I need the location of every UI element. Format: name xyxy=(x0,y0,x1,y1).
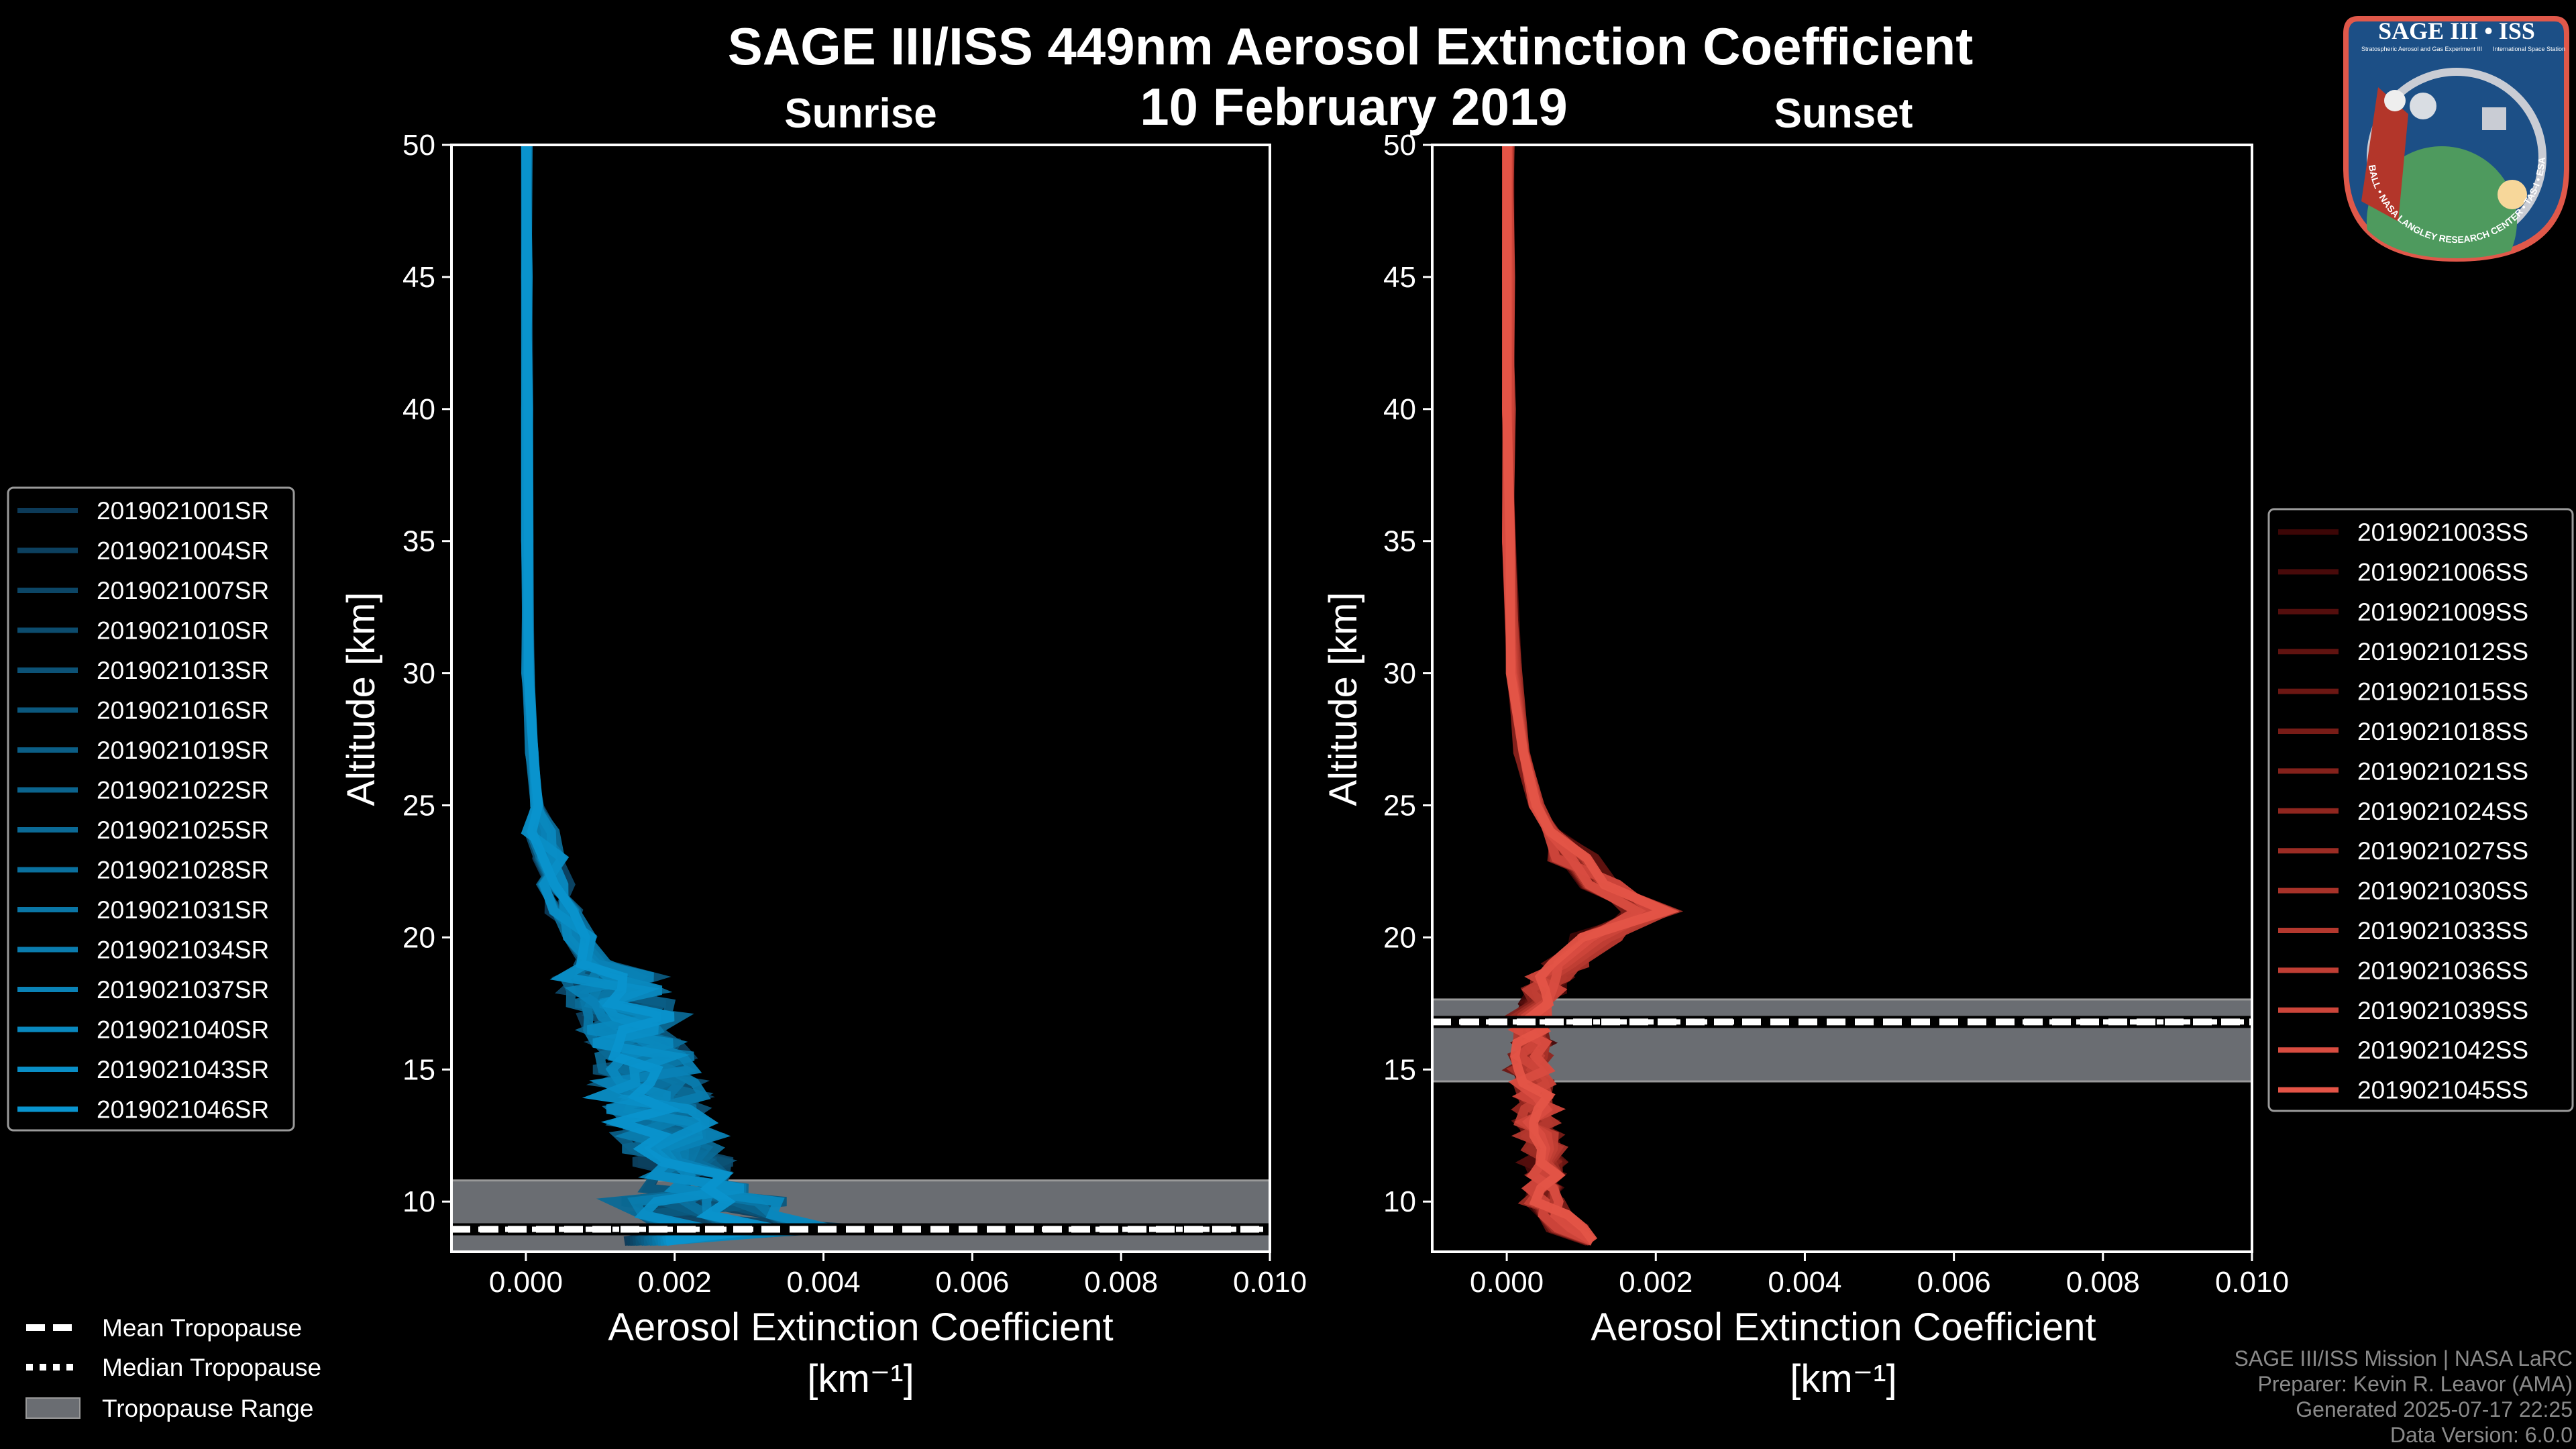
sunset-legend-label: 2019021042SS xyxy=(2357,1036,2528,1064)
sunrise-x-tick-label: 0.010 xyxy=(1233,1266,1307,1299)
sunset-legend-label: 2019021015SS xyxy=(2357,678,2528,706)
sunset-x-tick-label: 0.010 xyxy=(2215,1266,2289,1299)
footer-mission: SAGE III/ISS Mission | NASA LaRC xyxy=(2235,1346,2573,1371)
sunset-legend-label: 2019021009SS xyxy=(2357,598,2528,626)
sunset-y-tick-label: 40 xyxy=(1383,393,1416,426)
sunset-x-tick-label: 0.006 xyxy=(1917,1266,1991,1299)
mean-tropopause-label: Mean Tropopause xyxy=(102,1314,302,1342)
sunrise-legend-label: 2019021001SR xyxy=(97,497,269,525)
sunset-panel: 0.000 0.002 0.004 0.006 0.008 0.010 10 15 20 25 30… xyxy=(1383,129,2289,1299)
sunrise-x-axis-label: Aerosol Extinction Coefficient xyxy=(608,1305,1113,1349)
sunrise-x-tick-label: 0.002 xyxy=(638,1266,712,1299)
sunrise-x-tick-label: 0.008 xyxy=(1084,1266,1158,1299)
footer-generated: Generated 2025-07-17 22:25 xyxy=(2296,1397,2573,1421)
sunrise-legend-label: 2019021025SR xyxy=(97,816,269,844)
sunrise-y-tick-label: 45 xyxy=(402,261,435,294)
sunset-y-tick-label: 10 xyxy=(1383,1185,1416,1218)
sunset-y-tick-label: 15 xyxy=(1383,1053,1416,1086)
sunset-legend-label: 2019021003SS xyxy=(2357,519,2528,546)
sunset-legend-label: 2019021024SS xyxy=(2357,798,2528,825)
sunrise-x-tick-label: 0.000 xyxy=(489,1266,563,1299)
sunrise-legend-label: 2019021007SR xyxy=(97,577,269,604)
logo-line1: Stratospheric Aerosol and Gas Experiment… xyxy=(2361,46,2482,52)
sunset-legend-label: 2019021012SS xyxy=(2357,638,2528,665)
sunset-y-tick-label: 25 xyxy=(1383,789,1416,822)
sunset-legend-label: 2019021027SS xyxy=(2357,837,2528,865)
sunset-x-axis-label: Aerosol Extinction Coefficient xyxy=(1591,1305,2096,1349)
sunrise-legend-label: 2019021013SR xyxy=(97,657,269,684)
sunrise-y-tick-label: 35 xyxy=(402,525,435,558)
sunrise-legend-label: 2019021034SR xyxy=(97,936,269,964)
sunrise-legend-label: 2019021046SR xyxy=(97,1096,269,1124)
sunrise-panel: 0.000 0.002 0.004 0.006 0.008 0.010 10 15 20 25 30… xyxy=(402,129,1307,1299)
panel-title-sunset: Sunset xyxy=(1774,91,1913,137)
sunrise-x-tick-label: 0.006 xyxy=(935,1266,1009,1299)
sunrise-legend-label: 2019021004SR xyxy=(97,537,269,565)
sunrise-y-tick-label: 20 xyxy=(402,921,435,954)
sunrise-axes-frame xyxy=(450,144,1271,1253)
sunset-y-tick-label: 35 xyxy=(1383,525,1416,558)
footer-credits: SAGE III/ISS Mission | NASA LaRC Prepare… xyxy=(2235,1346,2573,1447)
sunset-legend: 2019021003SS 2019021006SS 2019021009SS 2019… xyxy=(2267,508,2574,1112)
sunrise-legend-label: 2019021040SR xyxy=(97,1016,269,1044)
sunset-x-axis-units: [km⁻¹] xyxy=(1790,1357,1896,1401)
sunrise-series-2019021046SR xyxy=(521,145,773,1246)
sunset-x-tick-label: 0.000 xyxy=(1470,1266,1544,1299)
tropopause-range-label: Tropopause Range xyxy=(102,1395,313,1422)
sunset-x-tick-label: 0.004 xyxy=(1768,1266,1841,1299)
sunrise-legend-label: 2019021043SR xyxy=(97,1056,269,1083)
sunset-y-axis-label: Altitude [km] xyxy=(1322,592,1365,806)
sunset-legend-label: 2019021021SS xyxy=(2357,757,2528,785)
tropopause-range-swatch xyxy=(25,1397,80,1419)
sunrise-legend-label: 2019021031SR xyxy=(97,896,269,924)
sunrise-y-tick-label: 25 xyxy=(402,789,435,822)
sunrise-tropopause-range xyxy=(450,1179,1271,1253)
sunrise-y-tick-label: 10 xyxy=(402,1185,435,1218)
sunset-legend-label: 2019021018SS xyxy=(2357,718,2528,745)
footer-preparer: Preparer: Kevin R. Leavor (AMA) xyxy=(2258,1372,2573,1396)
sunrise-y-tick-label: 50 xyxy=(402,129,435,162)
sunset-x-tick-label: 0.002 xyxy=(1619,1266,1693,1299)
sunrise-legend-label: 2019021016SR xyxy=(97,697,269,724)
sunrise-series-2019021037SR xyxy=(521,145,760,1246)
sunset-tropopause-range xyxy=(1431,998,2253,1083)
sunrise-legend: 2019021001SR 2019021004SR 2019021007SR 2019… xyxy=(7,486,295,1132)
sunrise-legend-label: 2019021028SR xyxy=(97,857,269,884)
sunrise-legend-label: 2019021022SR xyxy=(97,777,269,804)
sunset-legend-label: 2019021036SS xyxy=(2357,957,2528,984)
logo-title: SAGE III • ISS xyxy=(2378,17,2535,44)
median-tropopause-label: Median Tropopause xyxy=(102,1354,321,1381)
sunrise-y-tick-label: 15 xyxy=(402,1053,435,1086)
sunset-y-tick-label: 30 xyxy=(1383,657,1416,690)
footer-data-version: Data Version: 6.0.0 xyxy=(2390,1423,2573,1447)
sunrise-series-2019021043SR xyxy=(521,145,745,1246)
panel-title-sunrise: Sunrise xyxy=(784,91,936,137)
sunset-x-tick-label: 0.008 xyxy=(2066,1266,2140,1299)
sunrise-legend-label: 2019021037SR xyxy=(97,976,269,1004)
tropopause-legend: Mean Tropopause Median Tropopause Tropop… xyxy=(25,1314,321,1422)
sunrise-legend-label: 2019021019SR xyxy=(97,737,269,764)
sunset-legend-label: 2019021045SS xyxy=(2357,1077,2528,1104)
sunset-y-tick-label: 20 xyxy=(1383,921,1416,954)
sunset-legend-label: 2019021030SS xyxy=(2357,877,2528,905)
sunset-axes-frame xyxy=(1431,144,2253,1253)
sunrise-profiles xyxy=(521,145,844,1246)
sunset-y-tick-label: 45 xyxy=(1383,261,1416,294)
sunrise-x-axis-units: [km⁻¹] xyxy=(807,1357,914,1401)
sunset-legend-label: 2019021006SS xyxy=(2357,558,2528,586)
sunrise-legend-label: 2019021010SR xyxy=(97,617,269,645)
sunrise-x-tick-label: 0.004 xyxy=(786,1266,860,1299)
sunset-y-tick-label: 50 xyxy=(1383,129,1416,162)
sunset-legend-label: 2019021033SS xyxy=(2357,917,2528,945)
sage-iii-iss-logo: SAGE III • ISS Stratospheric Aerosol and… xyxy=(2343,16,2569,262)
sunrise-y-tick-label: 30 xyxy=(402,657,435,690)
sunset-legend-label: 2019021039SS xyxy=(2357,997,2528,1024)
sunrise-y-axis-label: Altitude [km] xyxy=(339,592,383,806)
logo-line2: International Space Station xyxy=(2493,46,2565,52)
sunrise-y-tick-label: 40 xyxy=(402,393,435,426)
chart-subtitle-date: 10 February 2019 xyxy=(1140,77,1567,136)
chart-title: SAGE III/ISS 449nm Aerosol Extinction Co… xyxy=(728,17,1974,76)
